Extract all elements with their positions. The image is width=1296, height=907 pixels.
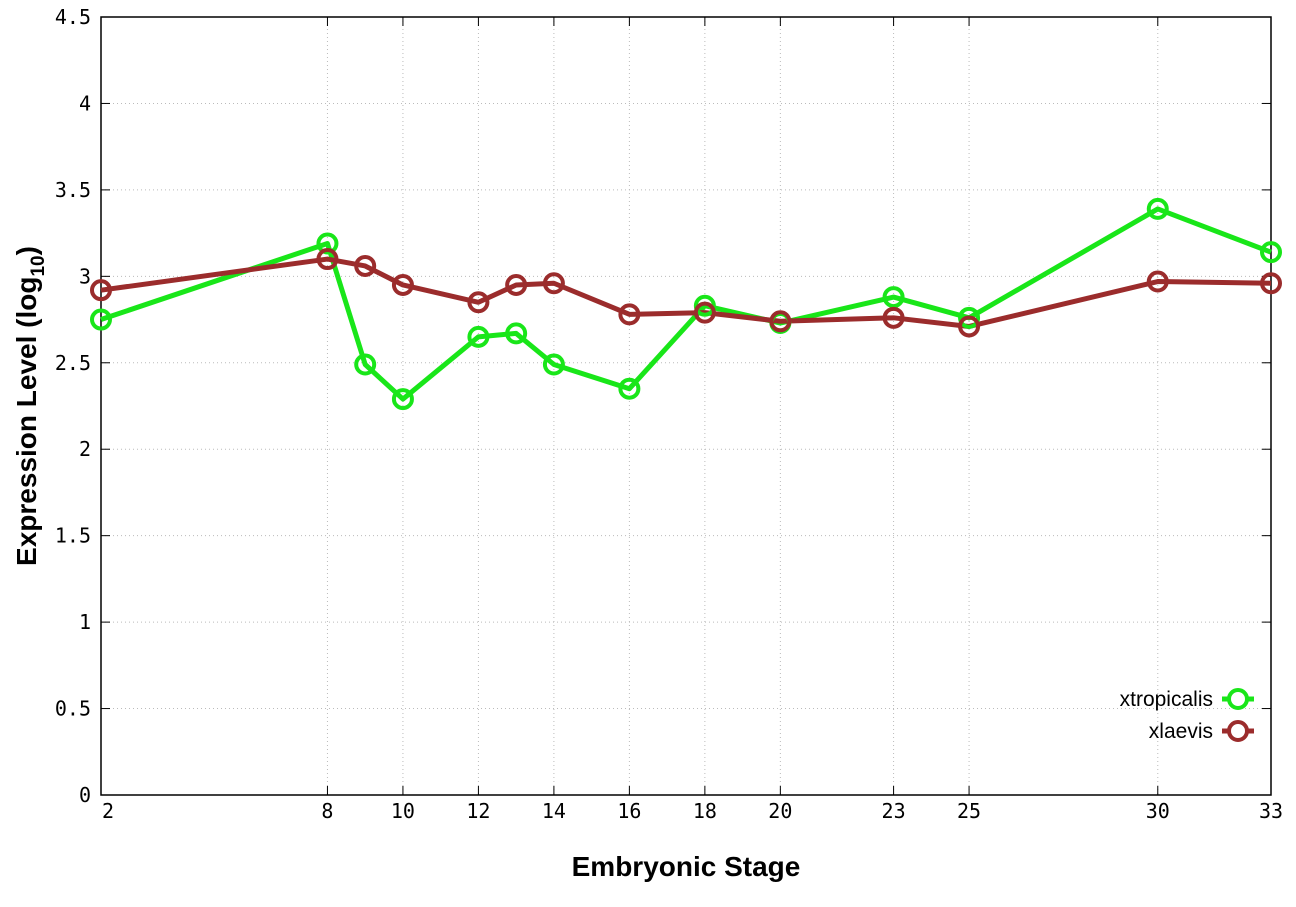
x-tick-label: 2 [102,799,114,823]
data-point-xlaevis [882,306,905,329]
y-tick-label: 4 [79,91,91,115]
data-point-xtropicalis [391,388,414,411]
x-tick-label: 8 [321,799,333,823]
y-tick-label: 3 [79,264,91,288]
data-point-xlaevis [618,303,641,326]
data-point-xlaevis [391,273,414,296]
data-point-xlaevis [1146,270,1169,293]
legend-label: xlaevis [1149,720,1213,743]
x-tick-label: 33 [1259,799,1283,823]
y-tick-label: 2 [79,437,91,461]
y-tick-label: 1.5 [55,524,91,548]
data-point-xlaevis [316,248,339,271]
x-tick-label: 14 [542,799,566,823]
y-tick-label: 3.5 [55,178,91,202]
data-point-xlaevis [467,291,490,314]
y-tick-label: 0.5 [55,697,91,721]
x-tick-label: 20 [768,799,792,823]
grid-layer [101,17,1271,795]
series-layer [90,197,1282,411]
data-point-xlaevis [354,254,377,277]
data-point-xlaevis [693,301,716,324]
data-point-xtropicalis [1260,241,1282,264]
x-tick-label: 23 [882,799,906,823]
legend-swatch-marker [1227,720,1249,742]
data-point-xlaevis [505,273,528,296]
data-point-xtropicalis [618,377,641,400]
y-tick-label: 0 [79,783,91,807]
y-tick-label: 1 [79,610,91,634]
x-tick-label: 30 [1146,799,1170,823]
y-axis-title-main: Expression Level (log [11,277,42,566]
data-point-xtropicalis [1146,197,1169,220]
legend-swatch-marker [1227,688,1249,710]
plot-frame [100,16,1272,796]
data-point-xtropicalis [958,306,981,329]
data-point-xtropicalis [505,322,528,345]
data-point-xtropicalis [354,353,377,376]
data-point-xlaevis [542,272,565,295]
legend-label: xtropicalis [1120,688,1213,711]
data-point-xlaevis [769,310,792,333]
x-axis-title: Embryonic Stage [572,851,801,882]
data-point-xlaevis [958,315,981,338]
y-tick-label: 2.5 [55,351,91,375]
y-axis-title: Expression Level (log10) [11,246,49,566]
y-axis-title-suffix: ) [11,246,42,255]
series-line-xtropicalis [100,206,1272,402]
x-tick-label: 18 [693,799,717,823]
data-point-xtropicalis [316,232,339,255]
x-tick-label: 25 [957,799,981,823]
tick-layer: 0 0.5 1 1.5 2 2.5 3 3.5 4 4.5 2 8 10 12 14 16 18 20 23 25 30… [55,5,1283,823]
y-tick-label: 4.5 [55,5,91,29]
x-tick-label: 12 [466,799,490,823]
data-point-xtropicalis [882,286,905,309]
series-line-xlaevis [100,256,1272,329]
data-point-xlaevis [1260,272,1282,295]
data-point-xtropicalis [542,353,565,376]
x-tick-label: 16 [617,799,641,823]
legend: xtropicalis xlaevis [1120,688,1254,743]
y-axis-title-subscript: 10 [28,255,49,276]
data-point-xtropicalis [467,325,490,348]
data-point-xtropicalis [693,294,716,317]
data-point-xlaevis [90,279,112,302]
x-tick-label: 10 [391,799,415,823]
data-point-xtropicalis [90,308,112,331]
